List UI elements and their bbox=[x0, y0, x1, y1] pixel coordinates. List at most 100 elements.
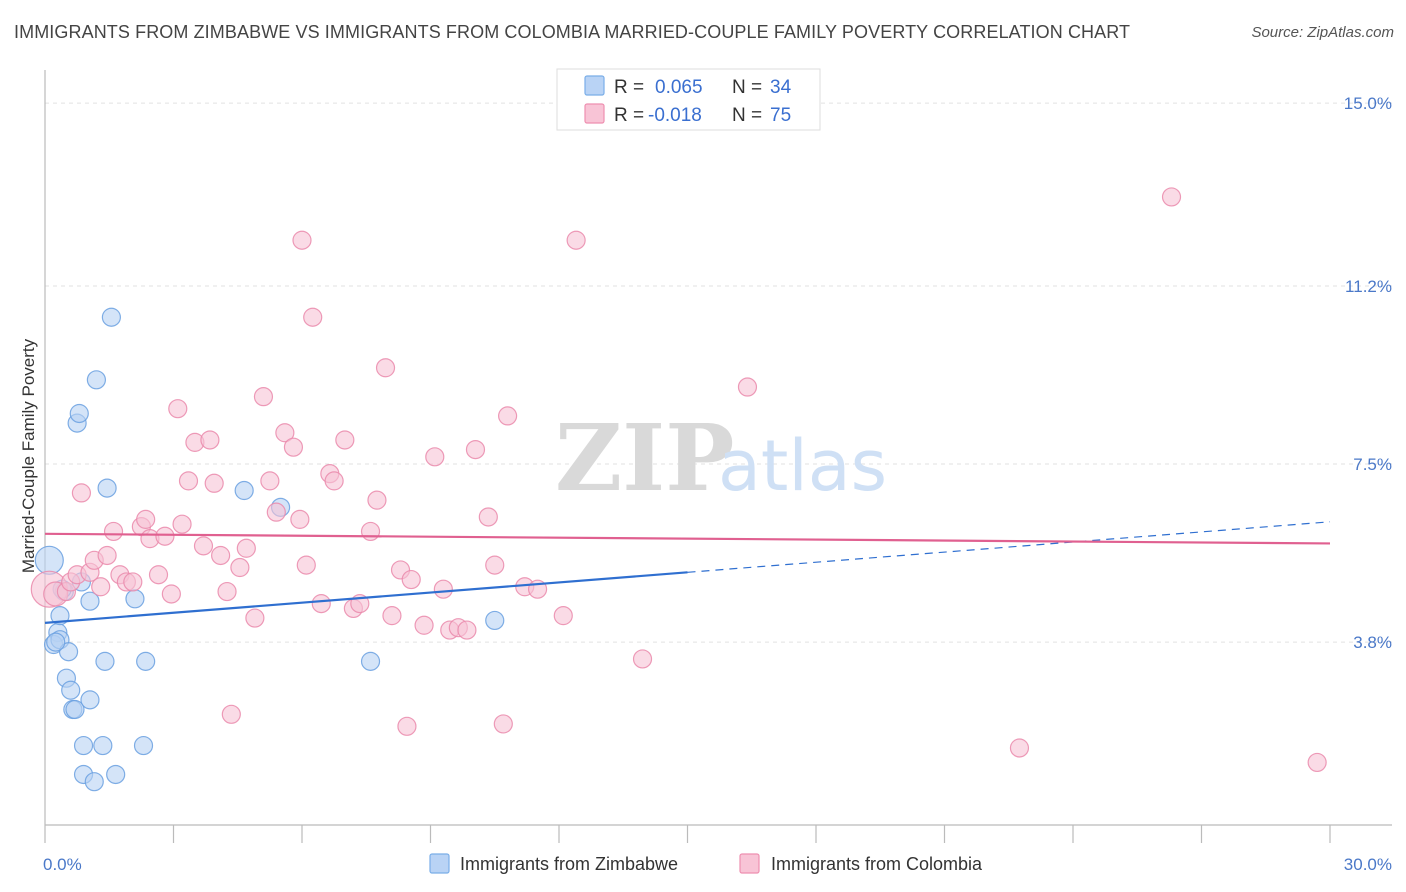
point-series0-24 bbox=[106, 764, 126, 785]
point-series1-28 bbox=[217, 581, 237, 602]
bottom-legend-label-colombia: Immigrants from Colombia bbox=[771, 854, 983, 874]
watermark: ZIP atlas bbox=[555, 404, 887, 512]
point-series1-24 bbox=[193, 536, 214, 556]
point-series1-34 bbox=[260, 471, 280, 491]
point-series0-6 bbox=[58, 642, 79, 662]
point-series1-41 bbox=[311, 594, 331, 614]
trend-line-extension-series0 bbox=[687, 521, 1331, 573]
point-series1-63 bbox=[493, 714, 513, 734]
y-tick-label-1: 7.5% bbox=[1353, 455, 1392, 474]
point-series1-29 bbox=[221, 704, 241, 724]
point-series1-21 bbox=[172, 514, 192, 534]
point-series1-73 bbox=[1161, 187, 1182, 207]
legend-r-value-colombia: -0.018 bbox=[648, 105, 702, 126]
trend-lines bbox=[44, 521, 1331, 624]
point-series1-47 bbox=[360, 521, 381, 542]
point-series0-23 bbox=[101, 307, 121, 327]
bottom-legend-swatch-zimbabwe bbox=[429, 853, 450, 874]
point-series0-30 bbox=[360, 651, 381, 671]
point-series0-31 bbox=[485, 610, 505, 631]
y-tick-label-2: 11.2% bbox=[1345, 277, 1392, 296]
trend-line-series0 bbox=[44, 571, 688, 624]
point-series0-19 bbox=[86, 370, 107, 390]
watermark-atlas: atlas bbox=[718, 425, 887, 507]
point-series0-25 bbox=[125, 589, 145, 609]
legend-swatch-zimbabwe bbox=[584, 75, 605, 96]
legend-r-label-zimbabwe: R = bbox=[614, 77, 644, 98]
x-tick-label-0: 0.0% bbox=[43, 855, 82, 874]
point-series1-72 bbox=[1009, 738, 1030, 758]
point-series1-52 bbox=[397, 716, 417, 736]
point-series1-44 bbox=[335, 430, 355, 450]
watermark-zip: ZIP bbox=[555, 404, 734, 512]
legend: R = 0.065 N = 34 R = -0.018 N = 75 bbox=[556, 68, 821, 131]
point-series0-14 bbox=[73, 735, 94, 756]
legend-r-value-zimbabwe: 0.065 bbox=[655, 77, 703, 98]
point-series1-43 bbox=[324, 471, 344, 491]
tick-labels: 3.8% 7.5% 11.2% 15.0% 0.0% 30.0% bbox=[43, 94, 1392, 874]
bottom-legend: Immigrants from Zimbabwe Immigrants from… bbox=[429, 853, 983, 874]
point-series0-11 bbox=[69, 403, 89, 424]
point-series1-27 bbox=[211, 545, 231, 566]
point-series0-21 bbox=[95, 651, 115, 671]
point-series1-59 bbox=[457, 620, 477, 640]
point-series1-67 bbox=[553, 606, 573, 626]
point-series1-5 bbox=[71, 483, 92, 503]
point-series1-36 bbox=[275, 423, 295, 443]
trend-line-series1 bbox=[44, 532, 1331, 545]
point-series1-17 bbox=[148, 565, 169, 585]
point-series0-26 bbox=[133, 735, 154, 756]
point-series1-48 bbox=[367, 490, 387, 510]
y-axis-title: Married-Couple Family Poverty bbox=[19, 338, 38, 573]
point-series1-15 bbox=[136, 509, 156, 529]
point-series1-69 bbox=[292, 230, 312, 250]
point-series1-30 bbox=[230, 557, 250, 578]
point-series1-62 bbox=[485, 555, 505, 575]
legend-swatch-colombia bbox=[584, 103, 605, 124]
point-series1-74 bbox=[1307, 752, 1327, 773]
point-series0-12 bbox=[65, 699, 85, 720]
source-label: Source: ZipAtlas.com bbox=[1251, 24, 1394, 41]
point-series1-22 bbox=[178, 471, 199, 491]
point-series1-31 bbox=[236, 538, 256, 558]
point-series0-0 bbox=[34, 545, 64, 575]
point-series1-26 bbox=[204, 473, 224, 493]
point-series1-55 bbox=[425, 447, 445, 467]
point-series1-10 bbox=[103, 521, 124, 542]
point-series1-54 bbox=[414, 615, 434, 635]
point-series0-4 bbox=[50, 606, 70, 626]
legend-r-label-colombia: R = bbox=[614, 105, 644, 126]
point-series1-40 bbox=[303, 307, 323, 327]
point-series1-50 bbox=[382, 606, 402, 626]
point-series0-17 bbox=[80, 690, 100, 710]
bottom-legend-swatch-colombia bbox=[739, 853, 760, 874]
point-series1-70 bbox=[632, 649, 653, 669]
point-series1-33 bbox=[253, 387, 274, 407]
point-series1-20 bbox=[168, 399, 188, 419]
point-series1-61 bbox=[478, 507, 498, 527]
point-series1-60 bbox=[465, 439, 486, 460]
point-series1-68 bbox=[566, 230, 586, 250]
point-series1-8 bbox=[91, 577, 111, 597]
point-series1-53 bbox=[401, 569, 421, 590]
point-series0-18 bbox=[84, 772, 104, 792]
point-series1-38 bbox=[290, 509, 310, 529]
point-series1-37 bbox=[283, 437, 304, 457]
point-series1-39 bbox=[296, 555, 316, 575]
point-series1-32 bbox=[245, 608, 265, 628]
point-series1-35 bbox=[266, 502, 286, 522]
point-series1-71 bbox=[737, 377, 758, 397]
point-series0-27 bbox=[136, 651, 156, 671]
point-series1-64 bbox=[498, 406, 518, 426]
point-series0-8 bbox=[61, 680, 81, 700]
point-series1-25 bbox=[200, 430, 220, 450]
y-tick-label-3: 15.0% bbox=[1344, 94, 1392, 113]
point-series1-13 bbox=[123, 572, 143, 592]
point-series1-56 bbox=[433, 579, 453, 599]
point-series0-28 bbox=[234, 480, 254, 501]
point-series0-33 bbox=[46, 632, 66, 652]
chart-title: IMMIGRANTS FROM ZIMBABWE VS IMMIGRANTS F… bbox=[14, 22, 1131, 42]
y-tick-label-0: 3.8% bbox=[1353, 633, 1392, 652]
point-series1-18 bbox=[155, 526, 175, 546]
